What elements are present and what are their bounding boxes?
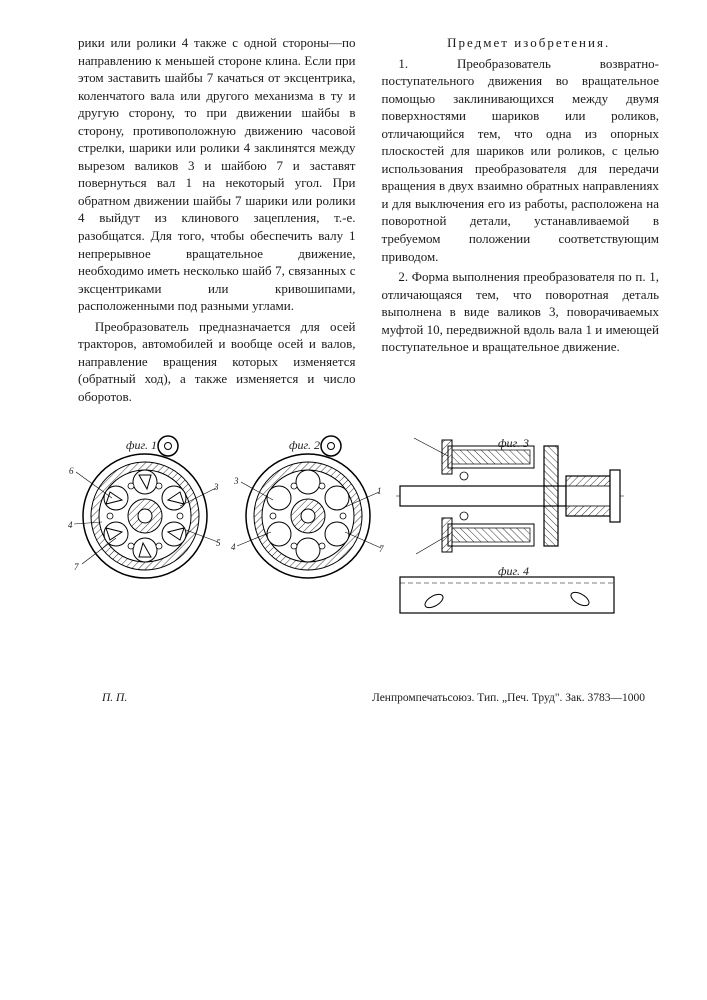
left-para-1: рики или ролики 4 также с одной стороны—…: [78, 34, 356, 315]
fig2-num-c: 1: [377, 486, 382, 496]
figure-3-4: фиг. 3: [394, 434, 626, 626]
fig1-num-b: 4: [68, 520, 73, 530]
fig1-num-d: 3: [214, 482, 219, 492]
figure-1: фиг. 1: [68, 434, 223, 586]
fig1-num-a: 6: [69, 466, 74, 476]
fig2-label: фиг. 2: [289, 438, 320, 453]
footer-left: П. П.: [102, 692, 127, 704]
fig1-num-e: 5: [216, 538, 221, 548]
figure-2: фиг. 2: [231, 434, 386, 586]
fig1-num-c: 7: [74, 562, 79, 572]
claim-2: 2. Форма выполнения преобразователя по п…: [382, 268, 660, 356]
fig2-num-a: 3: [234, 476, 239, 486]
left-para-2: Преобразователь предназначается для осей…: [78, 318, 356, 406]
figures-block: фиг. 1: [68, 434, 659, 626]
fig1-drawing: [68, 434, 223, 586]
text-columns: рики или ролики 4 также с одной стороны—…: [78, 34, 659, 408]
claim-1: 1. Преобразователь возвратно-поступатель…: [382, 55, 660, 266]
claims-heading: Предмет изобретения.: [382, 34, 660, 52]
fig2-drawing: [231, 434, 386, 586]
fig1-label: фиг. 1: [126, 438, 157, 453]
fig3-label: фиг. 3: [498, 436, 529, 451]
left-column: рики или ролики 4 также с одной стороны—…: [78, 34, 356, 408]
fig4-label: фиг. 4: [498, 564, 529, 579]
fig2-num-b: 4: [231, 542, 236, 552]
fig2-num-d: 7: [379, 544, 384, 554]
footer-right: Ленпромпечатьсоюз. Тип. „Печ. Труд". Зак…: [372, 692, 645, 704]
page: рики или ролики 4 также с одной стороны—…: [0, 0, 707, 704]
page-footer: П. П. Ленпромпечатьсоюз. Тип. „Печ. Труд…: [78, 692, 659, 704]
fig3-drawing: [394, 434, 626, 560]
right-column: Предмет изобретения. 1. Преобразователь …: [382, 34, 660, 408]
